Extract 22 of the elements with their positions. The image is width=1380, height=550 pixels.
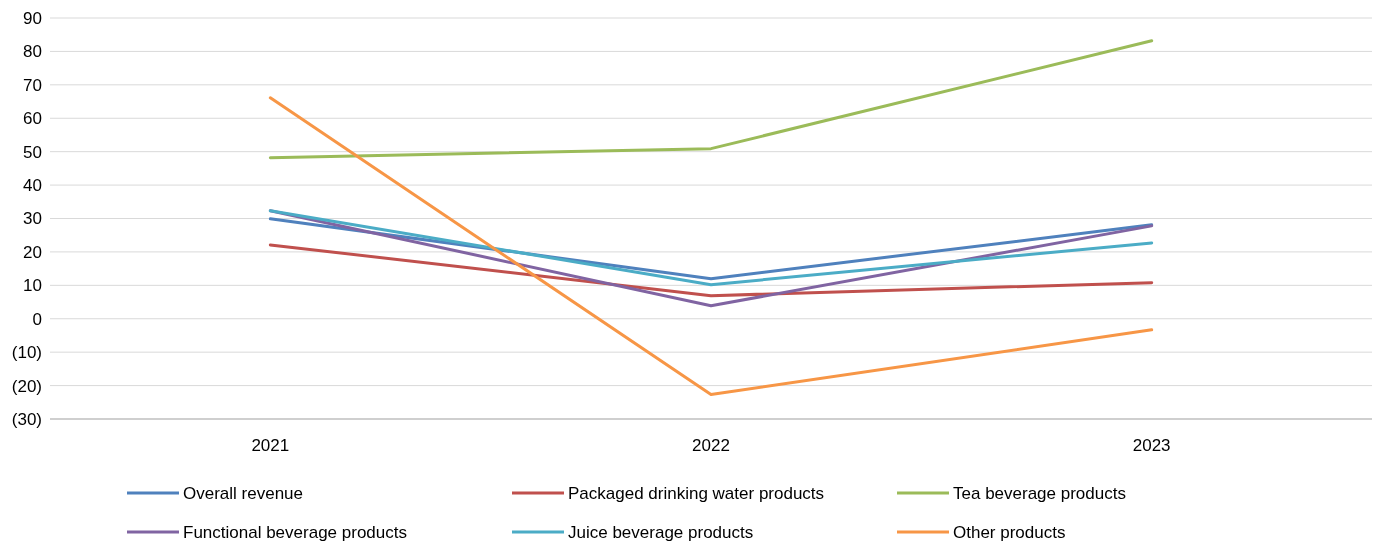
- y-tick-label: 30: [23, 209, 42, 229]
- y-tick-label: (30): [11, 409, 42, 429]
- legend-label: Overall revenue: [183, 483, 304, 503]
- y-tick-label: 40: [23, 176, 42, 196]
- y-tick-label: 60: [23, 109, 42, 129]
- y-tick-label: 80: [23, 42, 42, 62]
- legend-label: Functional beverage products: [183, 522, 407, 542]
- y-tick-label: 20: [23, 242, 42, 262]
- legend-label: Other products: [953, 522, 1066, 542]
- x-tick-label: 2023: [1132, 436, 1171, 455]
- y-tick-label: 0: [32, 309, 42, 329]
- y-tick-label: 70: [23, 75, 42, 95]
- legend-label: Tea beverage products: [953, 483, 1126, 503]
- legend-label: Juice beverage products: [568, 522, 754, 542]
- x-tick-label: 2022: [692, 436, 730, 455]
- x-tick-label: 2021: [251, 436, 290, 455]
- y-tick-label: (10): [11, 343, 42, 363]
- y-tick-label: 50: [23, 142, 42, 162]
- y-tick-label: (20): [11, 376, 42, 396]
- y-tick-label: 10: [23, 276, 42, 296]
- legend-label: Packaged drinking water products: [568, 483, 825, 503]
- y-tick-label: 90: [23, 8, 42, 28]
